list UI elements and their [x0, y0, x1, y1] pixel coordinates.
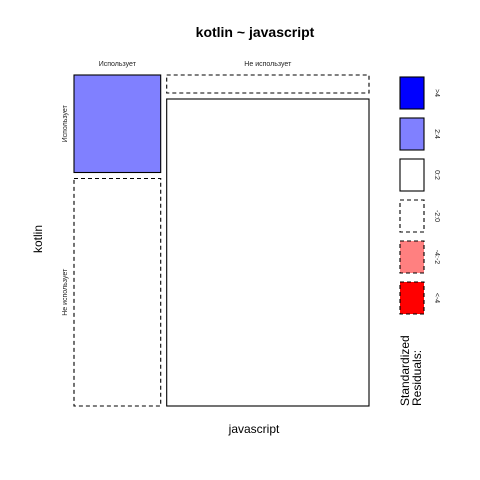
y-level-label: Использует: [62, 104, 69, 142]
legend-swatch-0: [399, 76, 425, 110]
legend-title-line: Standardized: [398, 335, 412, 406]
x-level-label: Использует: [99, 61, 137, 68]
mosaic-cell-0-0: [73, 74, 162, 174]
x-level-labels: Использует Не использует: [99, 61, 292, 68]
legend-swatch-3: [399, 199, 425, 233]
y-level-labels: Использует Не использует: [62, 104, 69, 315]
legend-swatch-2: [399, 158, 425, 192]
legend-swatch-1: [399, 117, 425, 151]
legend-label-3: -2:0: [433, 210, 440, 222]
residual-legend: >4 2:4 0:2 -2:0 -4:-2 <-4 StandardizedResidual…: [398, 76, 440, 406]
legend-label-0: >4: [433, 89, 440, 97]
y-axis-title: kotlin: [31, 225, 45, 253]
legend-swatch-5: [399, 281, 425, 315]
legend-label-4: -4:-2: [433, 250, 440, 265]
mosaic-cell-1-0: [166, 74, 370, 94]
y-level-label: Не использует: [62, 268, 69, 316]
legend-swatch-4: [399, 240, 425, 274]
legend-label-2: 0:2: [433, 170, 440, 180]
legend-label-5: <-4: [433, 293, 440, 303]
legend-label-1: 2:4: [433, 129, 440, 139]
mosaic-cell-1-1: [166, 98, 370, 407]
mosaic-cells: [73, 74, 370, 407]
chart-title: kotlin ~ javascript: [196, 24, 315, 40]
legend-title-line: Residuals:: [410, 350, 424, 406]
x-axis-title: javascript: [228, 422, 280, 436]
mosaic-cell-0-1: [73, 177, 162, 407]
x-level-label: Не использует: [244, 61, 292, 68]
